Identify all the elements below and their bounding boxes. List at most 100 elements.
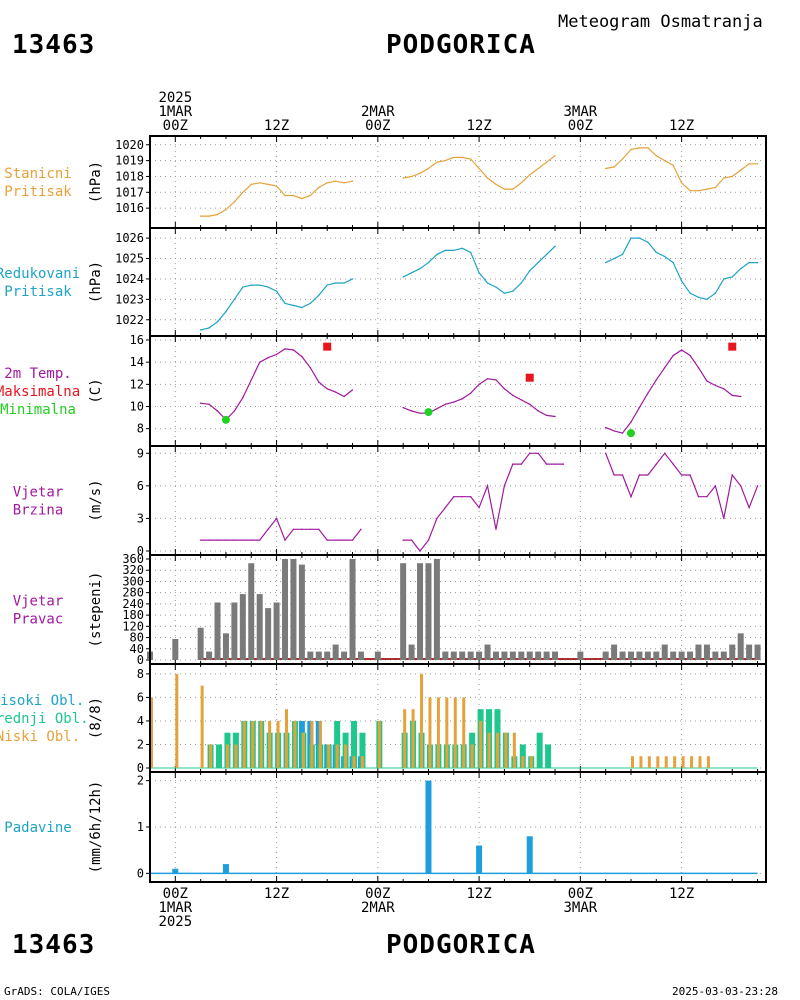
wind-direction-bar-1 [172,638,179,660]
reduced-pressure-point-1-6 [453,249,455,252]
wind-speed-point-0-8 [267,528,269,530]
temperature-point-1-6 [453,401,455,403]
temperature-point-2-4 [638,406,641,409]
station-pressure-point-1-14 [520,182,522,184]
reduced-pressure-point-1-8 [469,251,472,254]
reduced-pressure-point-0-3 [225,310,227,313]
bottom-axis-label-3-0: 12Z [466,886,491,902]
wind-direction-bar-30 [459,651,466,660]
temperature-point-0-2 [216,410,219,412]
temperature-point-0-13 [309,367,312,369]
wind-direction-bar-42 [577,651,584,660]
wind-direction-ytick-label-7: 300 [122,574,144,588]
reduced-pressure-point-0-18 [351,278,354,280]
station-pressure-ytick-label-0: 1016 [115,201,144,215]
temperature-point-0-17 [343,395,345,398]
wind-speed-point-1-4 [436,517,438,520]
cloud-cover-bar-2-15 [318,720,322,768]
reduced-pressure-point-2-1 [613,257,615,260]
cloud-cover-ytick-label-2: 4 [137,714,144,728]
bottom-axis-label-2-1: 2MAR [361,900,395,916]
reduced-pressure-point-0-1 [208,327,210,329]
station-pressure-point-1-17 [545,161,548,163]
cloud-cover-bar-2-37 [529,756,533,768]
reduced-pressure-point-0-14 [318,294,320,296]
reduced-pressure-point-1-1 [410,272,413,274]
wind-direction-legend-label-1: Pravac [13,612,64,628]
reduced-pressure-point-1-0 [402,276,404,278]
station-pressure-point-1-7 [461,156,463,159]
wind-direction-bar-55 [703,644,710,660]
wind-speed-point-0-9 [275,517,278,520]
cloud-cover-bar-1-36 [536,732,543,768]
reduced-pressure-point-0-5 [242,286,244,288]
reduced-pressure-point-1-10 [486,282,489,284]
temperature-point-2-6 [655,379,658,381]
cloud-cover-bar-2-30 [470,744,474,768]
station-id-top: 13463 [12,30,96,60]
temperature-max-marker-2 [728,342,737,351]
cloud-cover-bar-2-41 [656,756,660,768]
wind-speed-point-0-15 [326,539,328,541]
cloud-cover-bar-2-18 [344,744,348,768]
station-pressure-ytick-label-4: 1020 [115,138,144,152]
temperature-min-marker-1 [424,408,433,417]
wind-speed-ytick-label-3: 9 [137,446,144,460]
temperature-point-0-11 [292,349,295,351]
wind-speed-point-2-15 [731,474,733,476]
wind-speed-point-1-0 [402,539,404,541]
wind-direction-bar-44 [611,644,618,660]
temperature-point-0-6 [250,379,252,381]
wind-direction-bar-4 [214,602,221,660]
reduced-pressure-point-2-3 [630,237,632,239]
cloud-cover-bar-2-13 [301,732,305,768]
cloud-cover-bar-2-9 [268,720,272,768]
wind-direction-bar-47 [636,651,643,660]
wind-direction-bar-58 [729,644,736,660]
wind-speed-point-0-19 [360,528,362,530]
wind-speed-point-0-16 [334,539,337,541]
temperature-point-0-8 [267,357,269,359]
reduced-pressure-unit-label: (hPa) [88,261,104,303]
temperature-point-1-9 [478,383,480,386]
reduced-pressure-point-1-5 [444,249,447,252]
reduced-pressure-point-2-16 [739,268,742,270]
cloud-cover-bar-2-40 [647,756,651,768]
cloud-cover-bar-1-37 [545,744,552,768]
cloud-cover-bar-2-24 [420,673,424,768]
station-pressure-point-2-11 [697,190,700,192]
temperature-ytick-label-3: 14 [130,355,144,369]
cloud-cover-bar-2-11 [285,709,289,768]
reduced-pressure-point-0-13 [309,302,312,305]
cloud-cover-ytick-label-1: 2 [137,737,144,751]
station-pressure-ytick-label-2: 1018 [115,169,144,183]
cloud-cover-bar-2-38 [630,756,634,768]
station-pressure-point-2-8 [672,164,674,167]
precipitation-legend-label-0: Padavine [4,820,71,836]
bottom-axis-label-0-2: 2025 [158,914,192,930]
wind-direction-bar-54 [695,644,702,660]
wind-direction-bar-25 [417,563,424,660]
reduced-pressure-point-0-15 [326,284,328,286]
wind-speed-point-0-2 [216,539,219,541]
reduced-pressure-point-0-10 [284,302,286,305]
wind-direction-bar-23 [400,563,407,660]
top-axis-label-1-0: 12Z [264,118,289,134]
reduced-pressure-point-0-12 [301,306,303,309]
temperature-min-marker-2 [626,429,635,438]
wind-direction-bar-27 [433,559,440,660]
temperature-point-1-0 [402,406,404,409]
station-pressure-point-0-15 [326,182,328,184]
station-pressure-point-2-16 [739,169,742,171]
station-pressure-point-0-8 [267,183,269,186]
wind-direction-ytick-label-6: 280 [122,586,144,600]
top-axis-label-0-1: 1MAR [158,104,192,120]
station-id-bottom: 13463 [12,930,96,960]
station-pressure-point-1-18 [554,155,556,157]
station-pressure-point-2-14 [723,177,725,179]
wind-speed-point-0-3 [225,539,227,541]
temperature-point-0-9 [275,353,278,356]
temperature-point-1-10 [486,378,489,380]
cloud-cover-bar-2-46 [698,756,702,768]
wind-direction-bar-53 [687,651,694,660]
